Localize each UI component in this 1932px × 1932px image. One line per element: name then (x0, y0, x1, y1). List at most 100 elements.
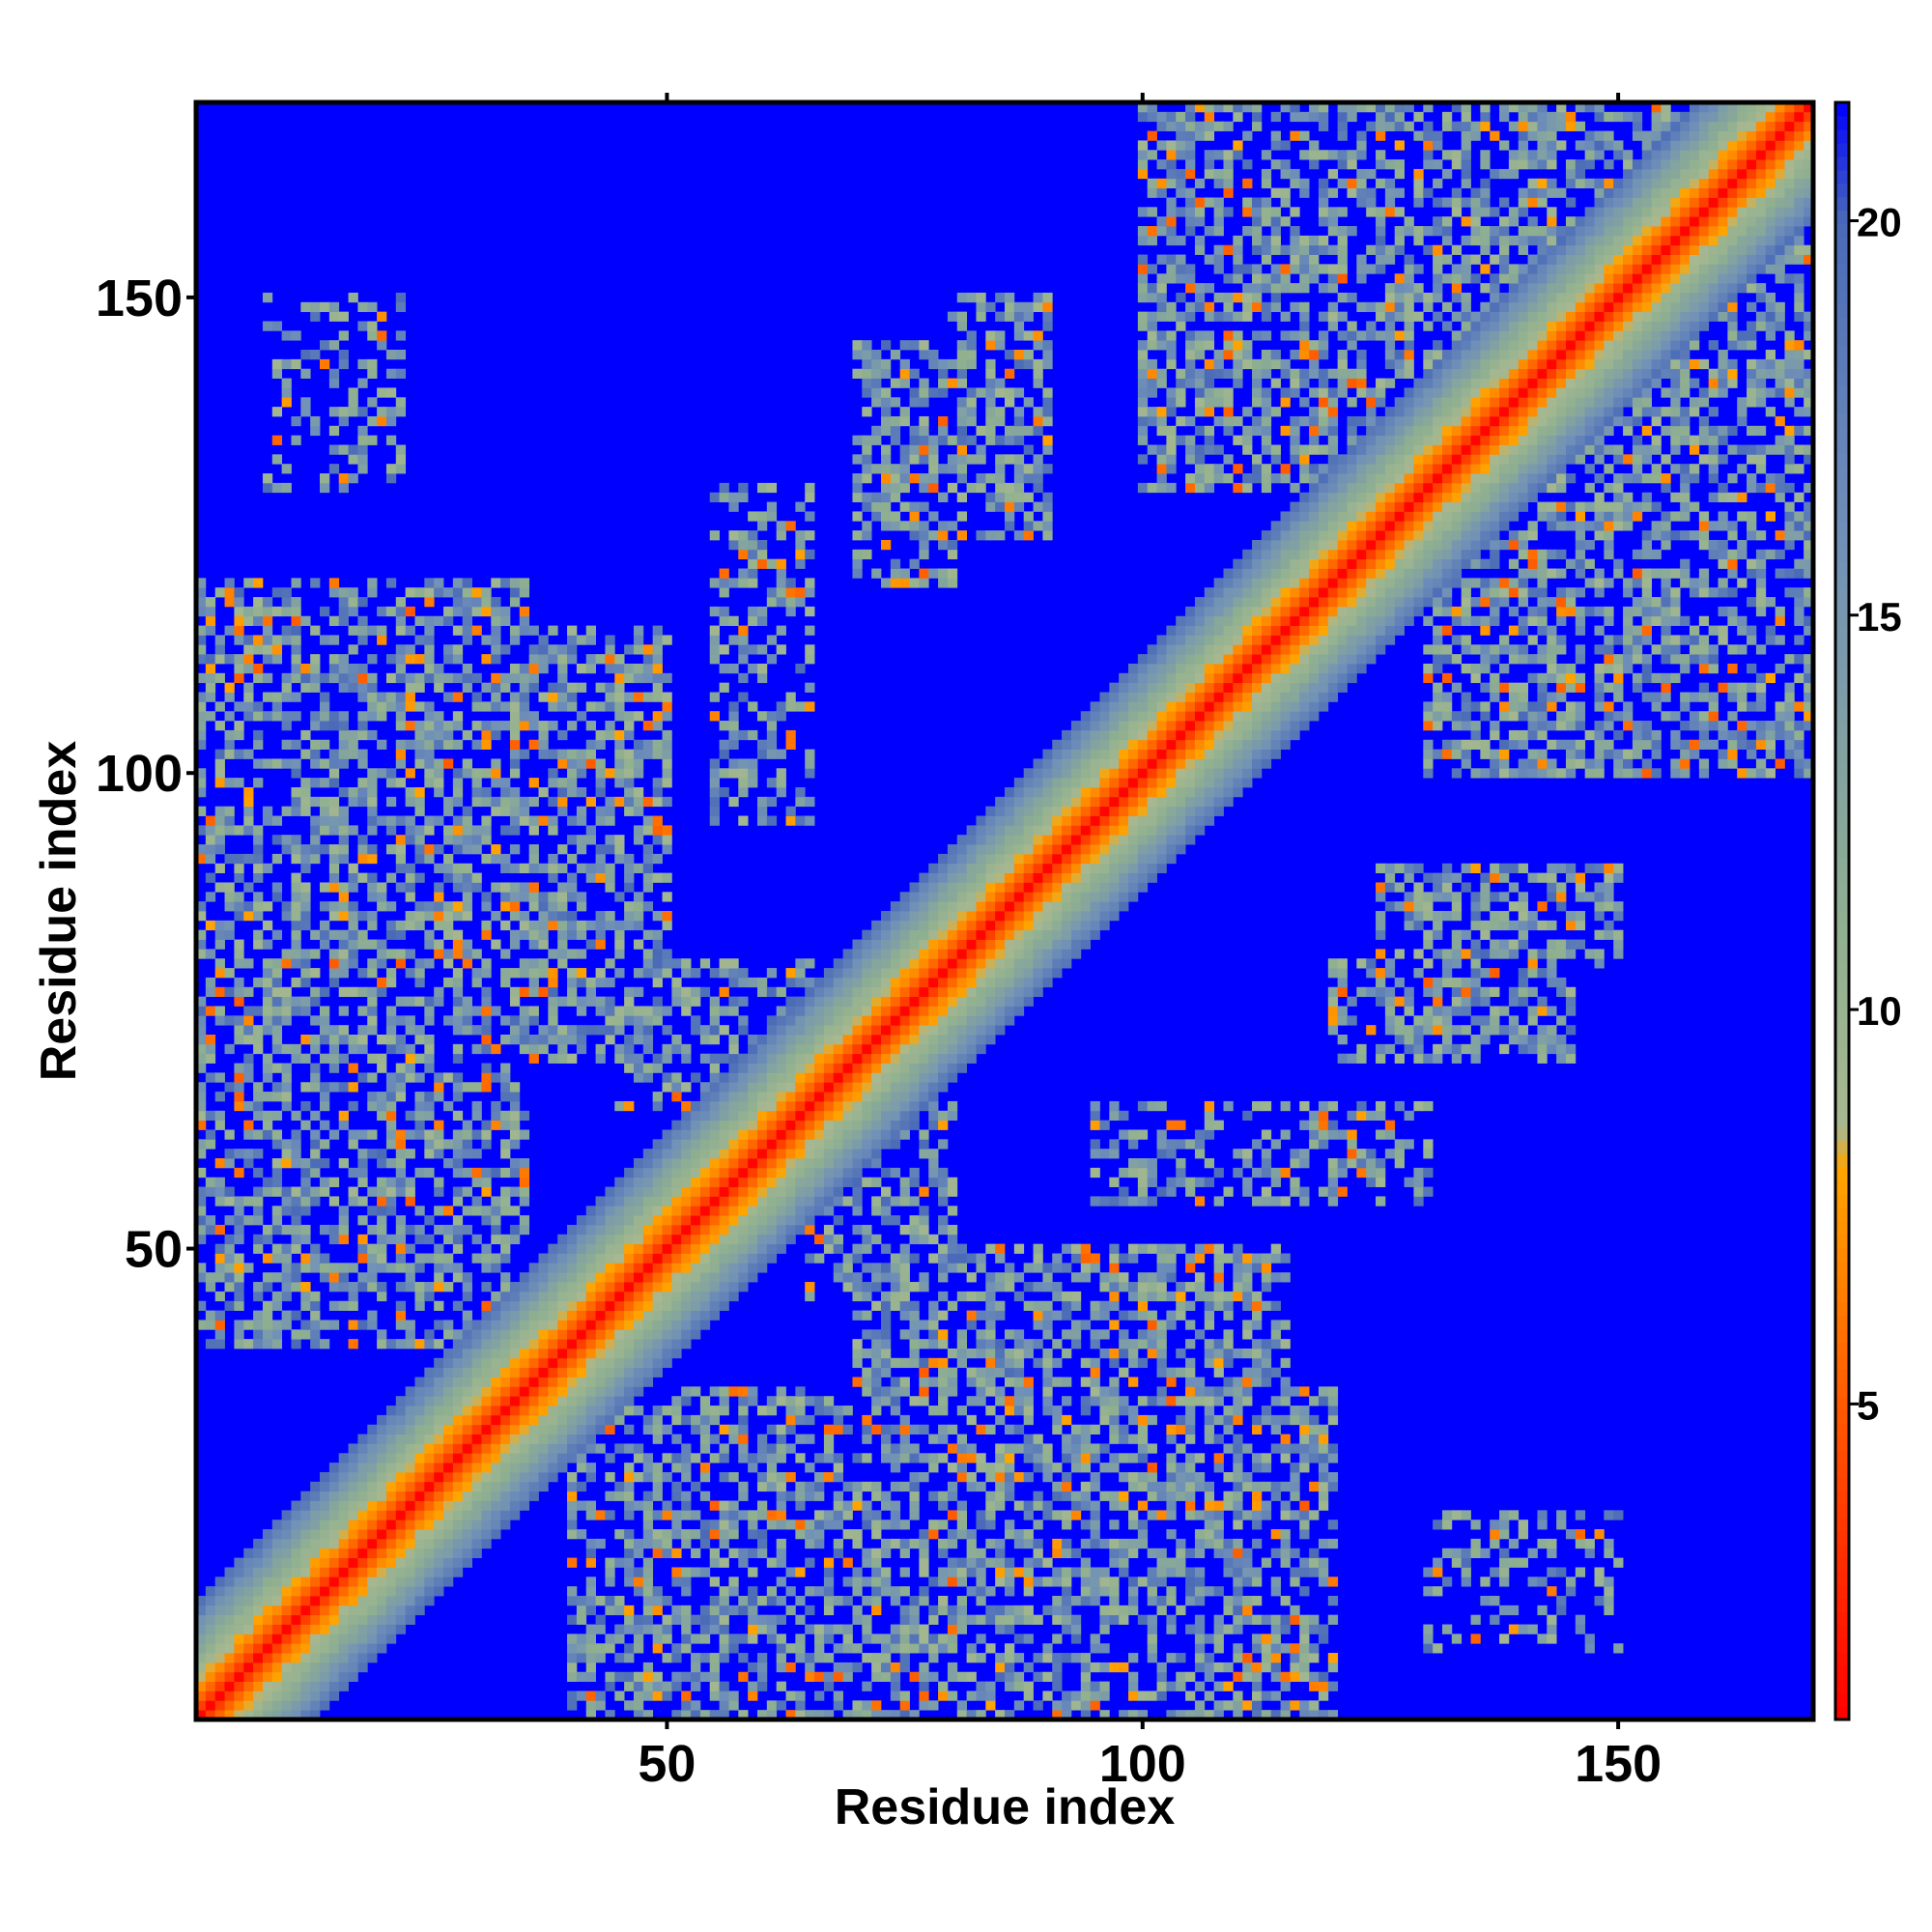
heatmap-cell (728, 501, 739, 512)
heatmap-cell (377, 901, 387, 912)
heatmap-cell (434, 1414, 444, 1426)
heatmap-cell (434, 1520, 444, 1530)
heatmap-cell (205, 682, 216, 693)
heatmap-cell (709, 796, 720, 808)
heatmap-cell (253, 758, 264, 769)
heatmap-cell (795, 1453, 806, 1463)
heatmap-cell (281, 1614, 292, 1625)
heatmap-cell (338, 1082, 349, 1093)
heatmap-cell (766, 1424, 778, 1435)
heatmap-cell (357, 1272, 368, 1283)
heatmap-cell (385, 1577, 397, 1587)
heatmap-cell (890, 1463, 901, 1473)
heatmap-cell (462, 1329, 472, 1340)
heatmap-cell (491, 1006, 501, 1016)
heatmap-cell (395, 1406, 407, 1416)
heatmap-cell (443, 692, 454, 702)
heatmap-cell (833, 1092, 843, 1102)
heatmap-cell (481, 1481, 492, 1492)
heatmap-cell (310, 311, 321, 322)
heatmap-cell (738, 1196, 749, 1207)
heatmap-cell (253, 663, 264, 674)
heatmap-cell (624, 1206, 635, 1216)
heatmap-cell (671, 1243, 682, 1254)
heatmap-cell (271, 635, 283, 645)
heatmap-cell (766, 1520, 778, 1530)
heatmap-cell (719, 568, 729, 579)
heatmap-cell (224, 815, 235, 826)
heatmap-cell (291, 692, 301, 702)
heatmap-cell (699, 1605, 711, 1616)
heatmap-cell (262, 958, 273, 969)
heatmap-cell (805, 587, 815, 598)
heatmap-cell (243, 1643, 254, 1654)
heatmap-cell (243, 749, 254, 759)
heatmap-cell (462, 1120, 472, 1130)
heatmap-cell (538, 1253, 549, 1264)
heatmap-cell (291, 1224, 301, 1236)
heatmap-cell (528, 1443, 539, 1454)
heatmap-cell (795, 1177, 806, 1187)
heatmap-cell (805, 1063, 815, 1073)
heatmap-cell (291, 1605, 301, 1616)
heatmap-cell (585, 1653, 596, 1663)
heatmap-cell (253, 1595, 264, 1606)
heatmap-cell (880, 501, 892, 512)
heatmap-cell (814, 977, 825, 988)
heatmap-cell (234, 721, 244, 731)
heatmap-cell (338, 815, 349, 826)
heatmap-cell (310, 1481, 321, 1492)
heatmap-cell (528, 1263, 539, 1273)
heatmap-cell (281, 901, 292, 912)
heatmap-cell (500, 1072, 511, 1083)
heatmap-cell (719, 1634, 729, 1644)
heatmap-cell (852, 350, 863, 360)
heatmap-cell (214, 1624, 225, 1634)
heatmap-cell (691, 1272, 701, 1283)
heatmap-cell (452, 711, 464, 722)
heatmap-cell (605, 1406, 615, 1416)
heatmap-cell (471, 1149, 482, 1159)
heatmap-cell (443, 796, 454, 808)
heatmap-cell (756, 644, 768, 655)
heatmap-cell (385, 1120, 397, 1130)
heatmap-cell (633, 1690, 644, 1701)
heatmap-cell (481, 682, 492, 693)
heatmap-cell (414, 911, 425, 922)
heatmap-cell (614, 1406, 625, 1416)
heatmap-cell (500, 1035, 511, 1045)
heatmap-cell (871, 939, 882, 950)
heatmap-cell (633, 711, 644, 722)
heatmap-cell (434, 1129, 444, 1140)
heatmap-cell (214, 929, 225, 940)
heatmap-cell (481, 1015, 492, 1026)
heatmap-cell (548, 1367, 558, 1378)
heatmap-cell (833, 1243, 843, 1254)
heatmap-cell (310, 1671, 321, 1683)
heatmap-cell (776, 597, 786, 608)
heatmap-cell (709, 1520, 720, 1530)
heatmap-cell (862, 1614, 872, 1625)
heatmap-cell (862, 1653, 872, 1663)
heatmap-cell (776, 1100, 786, 1112)
heatmap-cell (719, 1282, 729, 1293)
heatmap-cell (719, 1529, 729, 1540)
heatmap-cell (890, 378, 901, 388)
heatmap-cell (320, 758, 330, 769)
heatmap-cell (871, 378, 882, 388)
heatmap-cell (738, 1671, 749, 1683)
heatmap-cell (709, 1282, 720, 1293)
heatmap-cell (823, 1396, 835, 1406)
heatmap-cell (434, 739, 444, 750)
heatmap-cell (443, 929, 454, 940)
heatmap-cell (395, 1035, 407, 1045)
heatmap-cell (291, 1043, 301, 1055)
heatmap-cell (253, 911, 264, 922)
heatmap-cell (823, 1025, 835, 1036)
heatmap-cell (785, 1035, 796, 1045)
heatmap-cell (500, 615, 511, 626)
heatmap-cell (738, 625, 749, 636)
heatmap-cell (605, 1329, 615, 1340)
heatmap-cell (338, 663, 349, 674)
heatmap-cell (766, 1253, 778, 1264)
